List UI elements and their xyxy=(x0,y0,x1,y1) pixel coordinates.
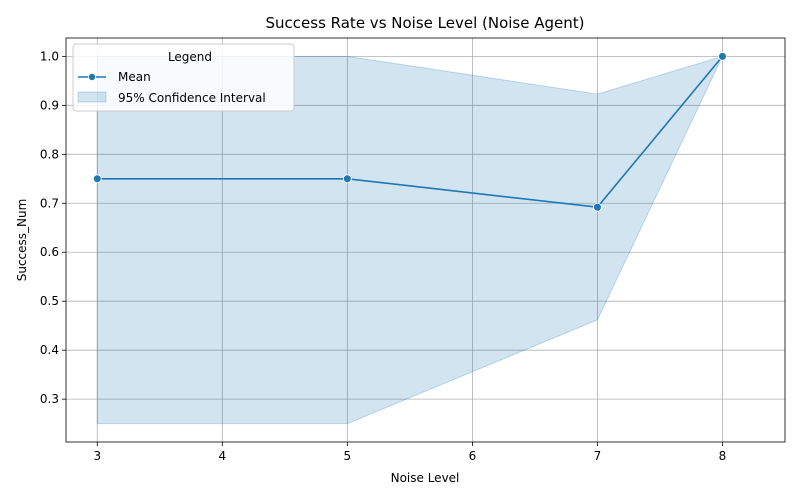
y-tick-label: 0.7 xyxy=(40,196,59,210)
legend-title: Legend xyxy=(168,50,212,64)
y-tick-label: 0.3 xyxy=(40,392,59,406)
y-tick-label: 0.4 xyxy=(40,343,59,357)
x-tick-label: 8 xyxy=(719,449,727,463)
legend: Legend Mean 95% Confidence Interval xyxy=(72,43,295,112)
series-line-mean xyxy=(97,55,724,209)
legend-mean-label: Mean xyxy=(118,70,151,84)
y-tick-label: 0.5 xyxy=(40,294,59,308)
plot-frame xyxy=(65,37,786,443)
legend-ci-label: 95% Confidence Interval xyxy=(118,91,266,105)
confidence-band xyxy=(96,55,724,425)
y-tick-label: 0.9 xyxy=(40,98,59,112)
x-tick-label: 4 xyxy=(218,449,226,463)
x-tick-label: 5 xyxy=(344,449,352,463)
x-axis-ticks: 3 4 5 6 7 8 xyxy=(93,442,726,463)
data-point xyxy=(718,51,727,61)
legend-frame xyxy=(72,43,295,112)
x-tick-label: 6 xyxy=(469,449,477,463)
data-point xyxy=(92,174,102,184)
grid xyxy=(66,38,785,442)
x-axis-label: Noise Level xyxy=(391,471,460,485)
data-point xyxy=(342,174,352,184)
y-tick-label: 0.8 xyxy=(40,147,59,161)
y-axis-label: Success_Num xyxy=(15,199,29,282)
data-point xyxy=(592,202,602,212)
y-tick-label: 0.6 xyxy=(40,245,59,259)
y-tick-label: 1.0 xyxy=(40,49,59,63)
x-tick-label: 7 xyxy=(594,449,602,463)
legend-mean-marker-icon xyxy=(88,73,97,82)
chart-title: Success Rate vs Noise Level (Noise Agent… xyxy=(266,14,585,32)
confidence-band-layer xyxy=(96,55,724,425)
x-tick-label: 3 xyxy=(93,449,101,463)
legend-ci-swatch-icon xyxy=(77,91,107,103)
y-axis-ticks: 0.3 0.4 0.5 0.6 0.7 0.8 0.9 1.0 xyxy=(40,49,66,406)
series-layer xyxy=(92,51,727,212)
